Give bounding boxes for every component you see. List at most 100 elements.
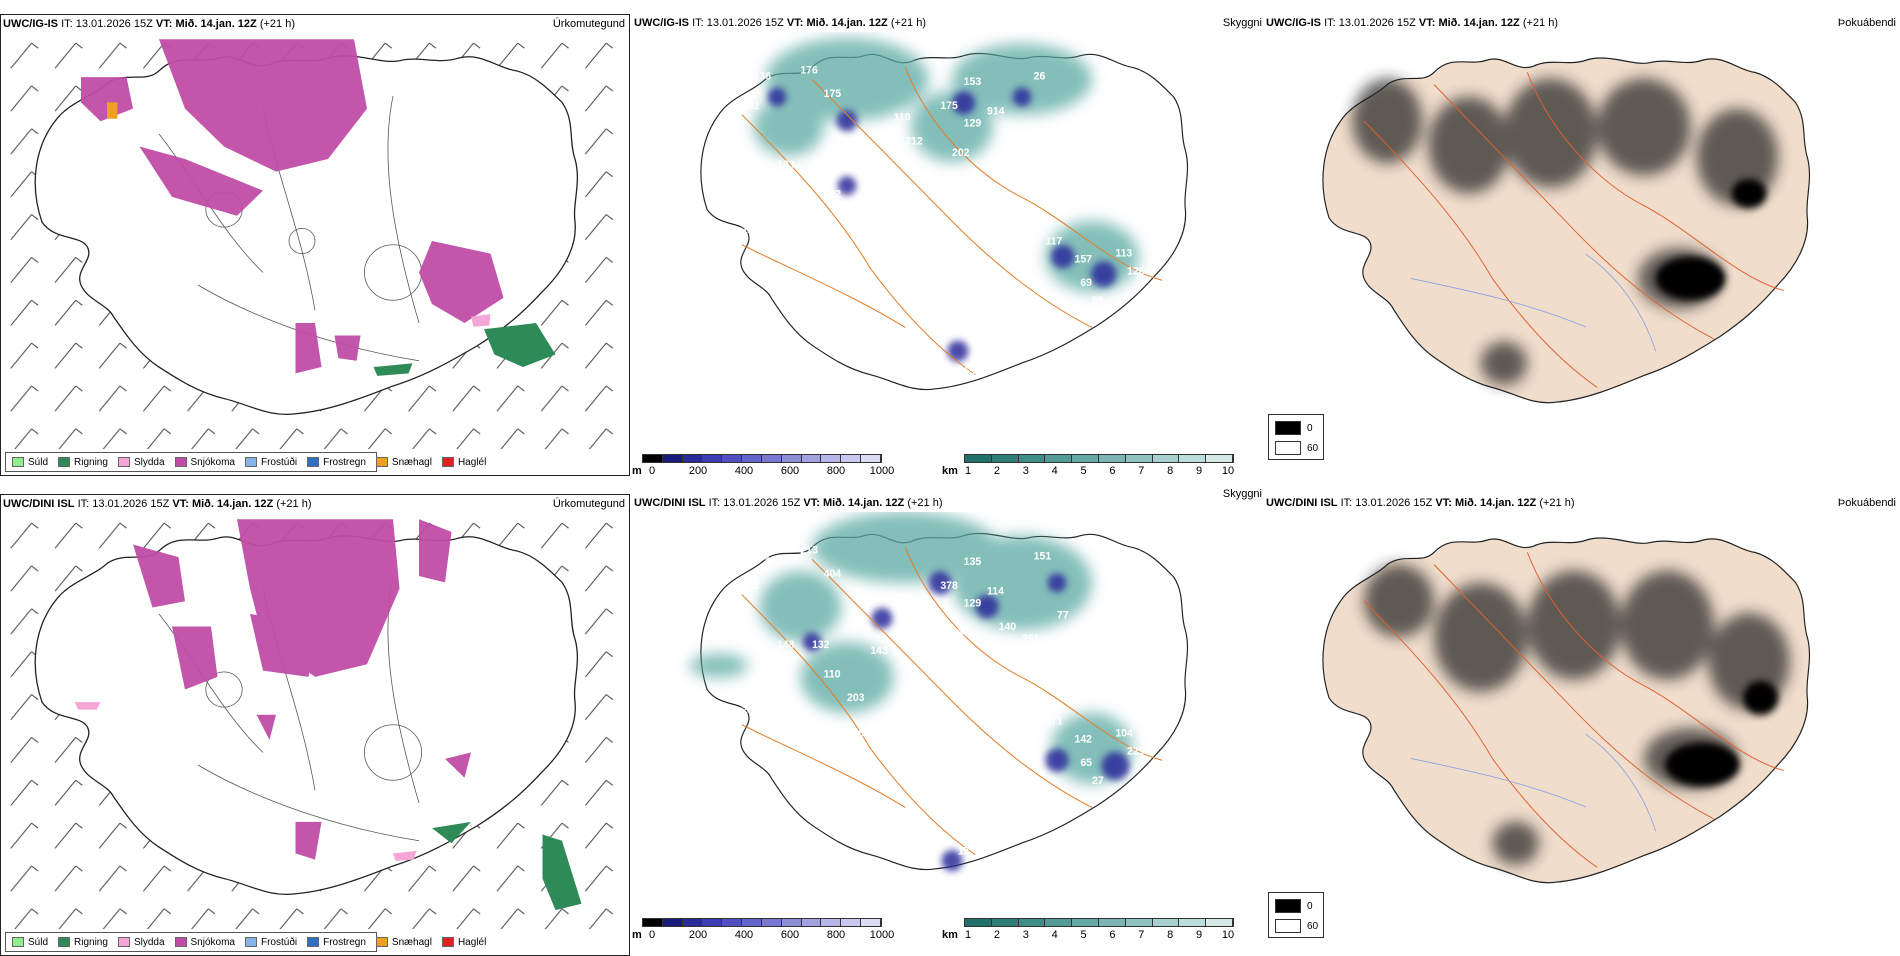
legend-item: Rigning xyxy=(58,457,108,468)
colorbar-segment xyxy=(861,919,881,926)
visibility-value-label: 129 xyxy=(964,597,982,609)
legend-swatch xyxy=(307,457,320,467)
legend-swatch xyxy=(12,457,24,467)
visibility-value-label: 58 xyxy=(1092,295,1104,307)
visibility-value-label: 207 xyxy=(742,704,760,716)
visibility-value-label: 102 xyxy=(824,188,842,200)
visibility-value-label: 148 xyxy=(777,639,795,651)
colorbar-segment xyxy=(965,919,992,926)
colorbar-segment xyxy=(1018,919,1046,926)
colorbar-segment xyxy=(1018,455,1046,462)
visibility-value-label: 151 xyxy=(1034,550,1052,562)
legend-swatch xyxy=(12,937,24,947)
visibility-value-label: 77 xyxy=(1057,609,1069,621)
visibility-colorbar: km 1 2 3 4 5 6 7 8 9 10 xyxy=(942,918,1242,942)
visibility-value-label: 238 xyxy=(812,159,830,171)
legend-item: Súld xyxy=(12,937,48,948)
panel-title: Skyggni xyxy=(1222,17,1262,29)
legend-swatch xyxy=(58,937,71,947)
visibility-value-label: 292 xyxy=(742,100,760,112)
visibility-value-label: 203 xyxy=(847,692,865,704)
colorbar-segment xyxy=(662,455,683,462)
colorbar-segment xyxy=(722,919,743,926)
visibility-value-label: 126 xyxy=(1127,265,1145,277)
colorbar-segment xyxy=(861,455,881,462)
visibility-value-label: 175 xyxy=(824,88,842,100)
visibility-value-label: 327 xyxy=(975,188,993,200)
visibility-value-label: 12 xyxy=(742,224,754,236)
legend-item: Haglél xyxy=(441,937,486,948)
visibility-value-label: 188 xyxy=(905,615,923,627)
legend-swatch xyxy=(441,457,454,467)
colorbar-segment xyxy=(1045,919,1073,926)
colorbar-segment xyxy=(841,919,862,926)
visibility-panel-2: UWC/DINI ISL IT: 13.01.2026 15Z VT: Mið.… xyxy=(632,488,1262,956)
visibility-value-label: 182 xyxy=(894,592,912,604)
legend-item: Frostúði xyxy=(244,937,297,948)
visibility-value-label: 407 xyxy=(905,680,923,692)
colorbar-segment xyxy=(781,919,802,926)
colorbar-segment xyxy=(702,455,723,462)
fog-legend-2: 0 60 xyxy=(1268,892,1324,938)
height-unit: m xyxy=(632,465,642,477)
visibility-panel-1: UWC/IG-IS IT: 13.01.2026 15Z VT: Mið. 14… xyxy=(632,14,1262,477)
fog-legend-label: 0 xyxy=(1307,901,1313,912)
panel-title: Þokuábendi xyxy=(1837,497,1896,509)
visibility-value-label: 142 xyxy=(1075,733,1093,745)
legend-swatch xyxy=(375,937,388,947)
legend-swatch xyxy=(117,937,130,947)
visibility-value-label: 114 xyxy=(987,586,1004,598)
height-unit: m xyxy=(632,929,642,941)
visibility-value-label: 157 xyxy=(1075,253,1093,265)
visibility-value-label: 914 xyxy=(987,106,1005,118)
visibility-value-label: 135 xyxy=(964,556,982,568)
visibility-colorbar-strip xyxy=(964,918,1234,927)
visibility-value-label: 371 xyxy=(1045,716,1063,728)
legend-swatch xyxy=(375,457,388,467)
legend-swatch xyxy=(174,457,187,467)
visibility-value-label: 176 xyxy=(800,64,818,76)
visibility-value-label: 129 xyxy=(964,117,982,129)
colorbar-segment xyxy=(1206,919,1233,926)
colorbar-tick: 800 xyxy=(826,465,846,477)
height-colorbar: m 0 200 400 600 800 1000 xyxy=(632,918,894,942)
fog-legend-label: 60 xyxy=(1307,443,1319,454)
visibility-value-label: 251 xyxy=(1022,633,1040,645)
legend-item: Frostregn xyxy=(307,457,366,468)
colorbar-segment xyxy=(1179,919,1207,926)
colorbar-tick: 1 xyxy=(964,465,972,477)
legend-item: Snæhagl xyxy=(375,937,432,948)
panel-title: Þokuábendi xyxy=(1837,17,1896,29)
fog-legend-swatch xyxy=(1275,441,1301,455)
fog-legend-label: 0 xyxy=(1307,423,1313,434)
colorbar-segment xyxy=(682,455,703,462)
visibility-value-label: 203 xyxy=(923,177,941,189)
visibility-value-label: 230 xyxy=(952,804,970,816)
precip-type-map xyxy=(3,33,627,449)
colorbar-tick: 10 xyxy=(1221,929,1235,941)
visibility-value-label: 202 xyxy=(952,147,970,159)
visibility-value-label: 56 xyxy=(859,727,871,739)
colorbar-tick: 600 xyxy=(780,929,800,941)
visibility-value-label: 117 xyxy=(1045,236,1062,248)
colorbar-segment xyxy=(801,919,822,926)
legend-swatch xyxy=(244,937,257,947)
legend-swatch xyxy=(441,937,454,947)
panel-header: UWC/IG-IS IT: 13.01.2026 15Z VT: Mið. 14… xyxy=(634,17,926,29)
visibility-map: 136 176 292 175 153 175 129 914 26 110 212 202 238 12… xyxy=(700,37,1189,391)
colorbar-tick: 1000 xyxy=(869,465,895,477)
panel-header: UWC/DINI ISL IT: 13.01.2026 15Z VT: Mið.… xyxy=(634,497,943,509)
colorbar-segment xyxy=(643,919,663,926)
colorbar-tick: 4 xyxy=(1051,465,1058,477)
legend-swatch xyxy=(307,937,320,947)
fog-map xyxy=(1322,57,1811,404)
colorbar-segment xyxy=(742,919,762,926)
visibility-value-label: 153 xyxy=(964,76,982,88)
colorbar-tick: 8 xyxy=(1167,929,1174,941)
visibility-value-label: 110 xyxy=(894,112,911,124)
visibility-value-label: 202 xyxy=(742,580,760,592)
legend-item: Snjókoma xyxy=(174,937,235,948)
colorbar-tick: 2 xyxy=(993,929,1000,941)
colorbar-tick: 800 xyxy=(826,929,846,941)
colorbar-segment xyxy=(742,455,762,462)
